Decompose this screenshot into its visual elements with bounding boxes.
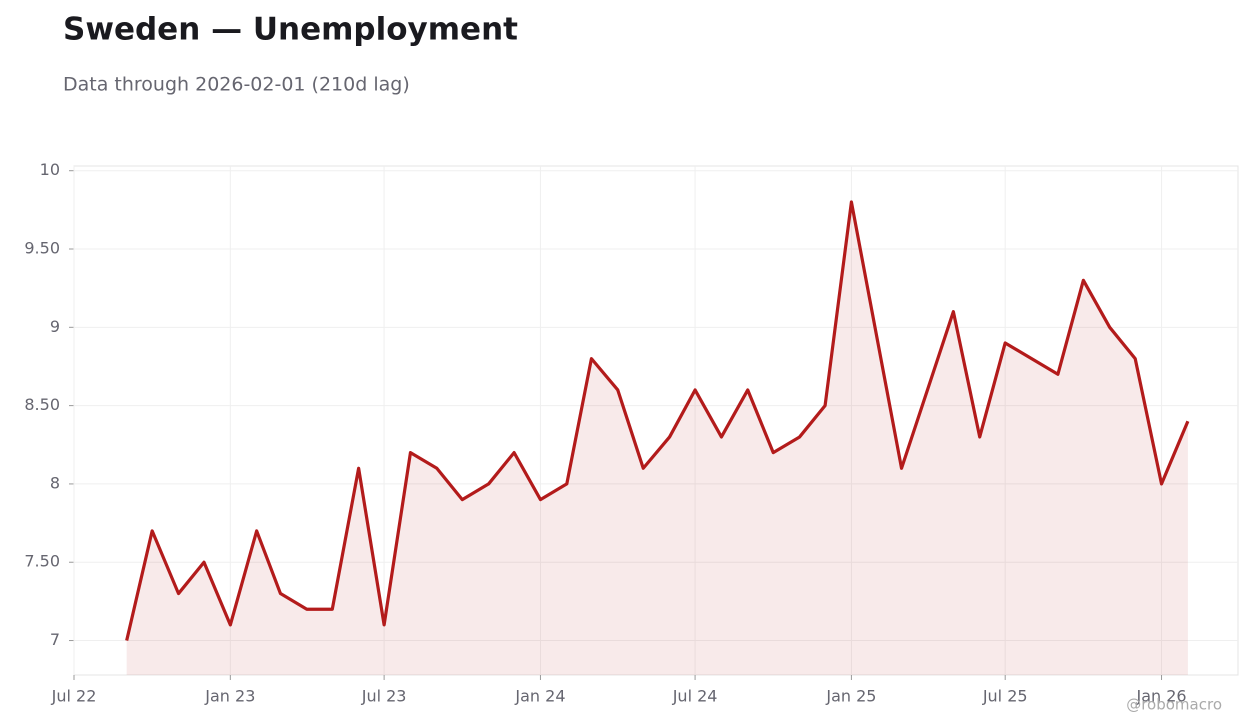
- x-tick-label: Jan 25: [825, 687, 876, 706]
- chart-subtitle: Data through 2026-02-01 (210d lag): [63, 74, 410, 96]
- x-tick-label: Jan 26: [1135, 687, 1186, 706]
- y-tick-label: 9.50: [24, 239, 60, 258]
- x-tick-label: Jul 23: [361, 687, 407, 706]
- chart-title: Sweden — Unemployment: [63, 12, 518, 48]
- y-tick-label: 10: [40, 160, 60, 179]
- x-tick-label: Jan 23: [204, 687, 255, 706]
- y-tick-label: 7: [50, 630, 60, 649]
- area: [126, 202, 1188, 675]
- y-tick-label: 9: [50, 317, 60, 336]
- y-tick-label: 8.50: [24, 395, 60, 414]
- y-tick-label: 8: [50, 473, 60, 492]
- watermark: @robomacro: [1126, 696, 1222, 714]
- x-tick-label: Jul 22: [51, 687, 97, 706]
- line: [125, 200, 1190, 641]
- x-tick-label: Jul 25: [982, 687, 1028, 706]
- y-tick-label: 7.50: [24, 552, 60, 571]
- x-tick-label: Jan 24: [514, 687, 565, 706]
- x-tick-label: Jul 24: [672, 687, 718, 706]
